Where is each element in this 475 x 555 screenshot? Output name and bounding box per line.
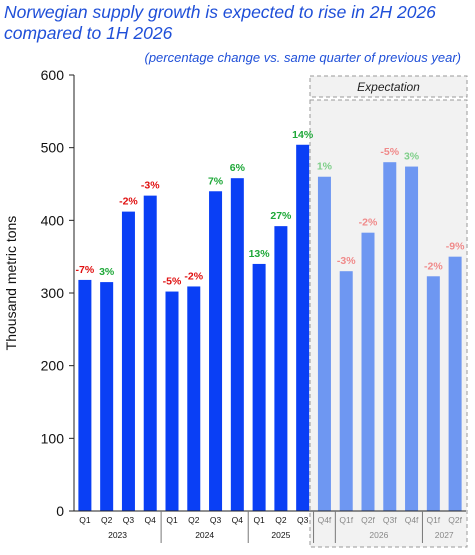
change-label: 3% bbox=[99, 266, 115, 278]
x-tick-label: Q4f bbox=[318, 515, 332, 525]
bar bbox=[339, 271, 353, 511]
x-tick-label: Q4 bbox=[145, 515, 157, 525]
x-tick-label: Q3 bbox=[297, 515, 309, 525]
bar bbox=[230, 178, 244, 512]
bar bbox=[426, 276, 440, 511]
x-tick-label: Q3 bbox=[123, 515, 135, 525]
chart-subtitle: (percentage change vs. same quarter of p… bbox=[144, 50, 461, 65]
x-tick-label: Q4 bbox=[232, 515, 244, 525]
change-label: 13% bbox=[249, 248, 271, 260]
bar bbox=[448, 256, 462, 511]
change-label: -2% bbox=[359, 217, 378, 229]
y-tick-label: 200 bbox=[41, 358, 65, 374]
change-label: 27% bbox=[270, 210, 292, 222]
year-label: 2025 bbox=[271, 530, 290, 540]
change-label: 1% bbox=[317, 161, 333, 173]
change-label: -9% bbox=[446, 241, 465, 253]
x-tick-label: Q1f bbox=[426, 515, 440, 525]
bar bbox=[78, 279, 92, 511]
expectation-header-box bbox=[309, 75, 468, 98]
change-label: -5% bbox=[380, 146, 399, 158]
bar bbox=[187, 286, 201, 511]
bar bbox=[100, 282, 114, 511]
y-tick-label: 100 bbox=[41, 430, 65, 446]
x-tick-label: Q1 bbox=[79, 515, 91, 525]
x-tick-label: Q1f bbox=[339, 515, 353, 525]
x-tick-label: Q2 bbox=[188, 515, 200, 525]
bar bbox=[405, 166, 419, 511]
change-label: -3% bbox=[141, 180, 160, 192]
x-tick-label: Q1 bbox=[253, 515, 265, 525]
change-label: 3% bbox=[404, 151, 420, 163]
change-label: -2% bbox=[119, 196, 138, 208]
change-label: -2% bbox=[424, 260, 443, 272]
bar bbox=[252, 263, 266, 511]
bar bbox=[383, 162, 397, 511]
bar bbox=[274, 226, 288, 511]
bar bbox=[317, 176, 331, 511]
x-tick-label: Q2f bbox=[448, 515, 462, 525]
change-label: 6% bbox=[230, 162, 246, 174]
change-label: -7% bbox=[76, 264, 95, 276]
bar bbox=[121, 211, 135, 511]
change-label: -3% bbox=[337, 255, 356, 267]
y-tick-label: 600 bbox=[41, 67, 65, 83]
change-label: 14% bbox=[292, 129, 314, 141]
x-tick-label: Q1 bbox=[166, 515, 178, 525]
bar bbox=[209, 191, 223, 511]
bar bbox=[143, 195, 157, 512]
y-tick-label: 400 bbox=[41, 212, 65, 228]
year-label: 2023 bbox=[108, 530, 127, 540]
y-tick-label: 500 bbox=[41, 140, 65, 156]
year-label: 2026 bbox=[369, 530, 388, 540]
year-label: 2024 bbox=[195, 530, 214, 540]
y-axis-label: Thousand metric tons bbox=[3, 216, 19, 351]
x-tick-label: Q3f bbox=[383, 515, 397, 525]
change-label: -5% bbox=[163, 276, 182, 288]
bar bbox=[296, 144, 310, 511]
y-tick-label: 300 bbox=[41, 285, 65, 301]
bar bbox=[165, 291, 179, 511]
year-label: 2027 bbox=[435, 530, 454, 540]
chart-title: Norwegian supply growth is expected to r… bbox=[4, 2, 436, 43]
bar bbox=[361, 232, 375, 512]
x-tick-label: Q4f bbox=[405, 515, 419, 525]
x-tick-label: Q3 bbox=[210, 515, 222, 525]
change-label: 7% bbox=[208, 175, 224, 187]
x-tick-label: Q2 bbox=[101, 515, 113, 525]
y-tick-label: 0 bbox=[56, 503, 64, 519]
expectation-label: Expectation bbox=[357, 80, 420, 94]
x-tick-label: Q2f bbox=[361, 515, 375, 525]
x-tick-label: Q2 bbox=[275, 515, 287, 525]
change-label: -2% bbox=[184, 270, 203, 282]
